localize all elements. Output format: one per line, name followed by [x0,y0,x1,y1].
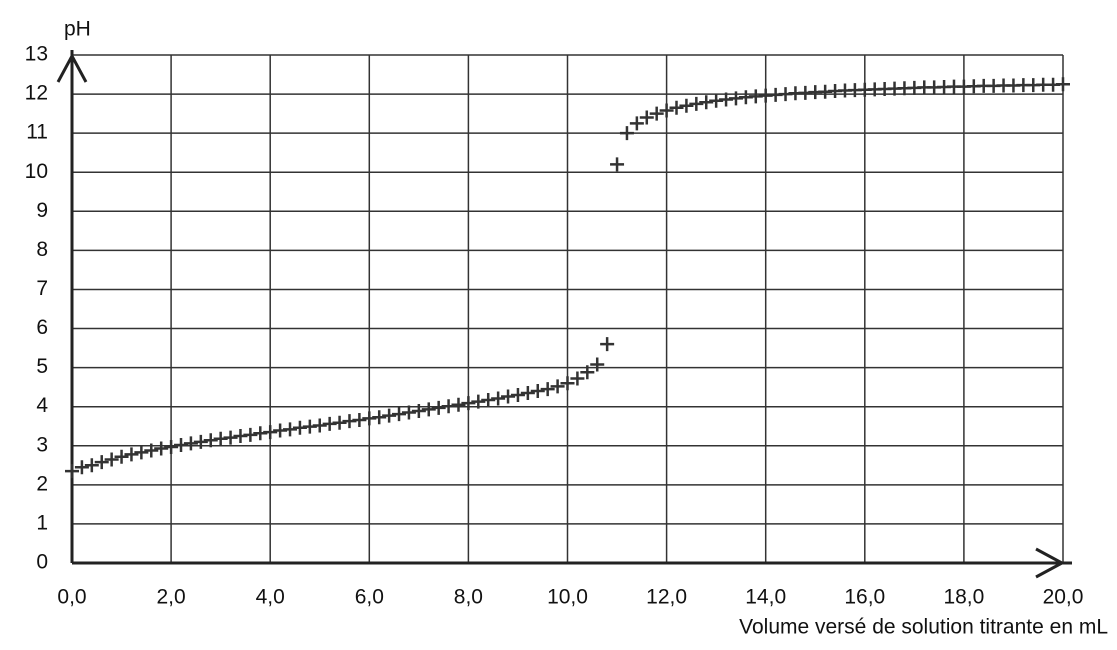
point [411,403,426,418]
y-axis-title: pH [64,18,91,41]
point [600,337,615,352]
point [610,157,625,172]
point [441,399,456,414]
point [580,365,595,380]
point [94,455,109,470]
y-tick-label: 1 [36,511,48,534]
point [134,445,149,460]
x-axis-title: Volume versé de solution titrante en mL [739,616,1108,639]
point [124,447,139,462]
point [481,393,496,408]
y-tick-label: 5 [36,355,48,378]
point [520,386,535,401]
y-tick-label: 13 [25,43,48,66]
point [451,397,466,412]
point [183,436,198,451]
x-tick-label: 4,0 [256,586,285,609]
point [352,412,367,427]
point [114,449,129,464]
y-tick-label: 7 [36,277,48,300]
x-axis-arrow [1035,547,1066,579]
point [570,371,585,386]
point [164,439,179,454]
y-tick-label: 0 [36,551,48,574]
point [501,389,516,404]
point [421,402,436,417]
point [144,443,159,458]
y-tick-label: 9 [36,199,48,222]
point [84,458,99,473]
point [223,430,238,445]
point [659,103,674,118]
point [590,357,605,372]
x-tick-label: 20,0 [1043,586,1084,609]
point [471,394,486,409]
x-tick-label: 16,0 [844,586,885,609]
grid [71,54,1064,564]
point [510,387,525,402]
point [332,415,347,430]
point [401,405,416,420]
x-tick-label: 12,0 [646,586,687,609]
point [679,98,694,113]
point [65,464,79,479]
y-tick-label: 3 [36,433,48,456]
point [104,452,119,467]
y-tick-label: 2 [36,472,48,495]
y-tick-label: 10 [25,160,48,183]
y-tick-label: 12 [25,82,48,105]
y-tick-label: 8 [36,238,48,261]
x-tick-label: 18,0 [943,586,984,609]
point [312,418,327,433]
point [540,382,555,397]
y-tick-label: 6 [36,316,48,339]
x-tick-label: 6,0 [355,586,384,609]
y-tick-label: 11 [26,121,48,144]
x-tick-label: 0,0 [57,586,86,609]
point [1056,77,1070,92]
point [530,384,545,399]
y-tick-label: 4 [36,394,48,417]
point [243,427,258,442]
point [392,407,407,422]
point [193,434,208,449]
point [461,396,476,411]
point [689,96,704,111]
x-tick-label: 8,0 [454,586,483,609]
point [283,422,298,437]
point [491,391,506,406]
point [382,408,397,423]
point [649,106,664,121]
point [203,433,218,448]
point [560,376,575,391]
point [431,400,446,415]
point [619,126,634,141]
point [699,95,714,110]
x-tick-label: 2,0 [156,586,185,609]
point [550,379,565,394]
point [263,425,278,440]
point [74,460,89,475]
y-axis-arrow [56,52,88,83]
point [669,100,684,115]
point [372,410,387,425]
x-tick-label: 10,0 [547,586,588,609]
point [174,437,189,452]
point [154,441,169,456]
point [639,110,654,125]
point [629,116,644,131]
points [65,77,1070,479]
x-tick-label: 14,0 [745,586,786,609]
